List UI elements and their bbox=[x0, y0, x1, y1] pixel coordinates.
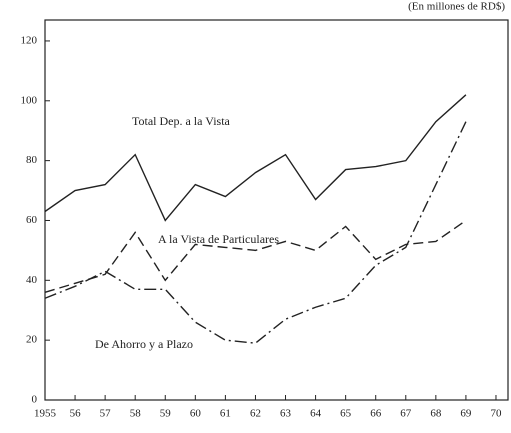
y-tick-label: 120 bbox=[21, 34, 38, 46]
x-tick-label: 65 bbox=[340, 408, 352, 420]
y-tick-label: 100 bbox=[21, 94, 38, 106]
x-tick-label: 69 bbox=[460, 408, 472, 420]
series-line bbox=[44, 219, 467, 293]
y-tick-label: 40 bbox=[26, 274, 38, 286]
x-tick-label: 68 bbox=[430, 408, 442, 420]
x-tick-label: 1955 bbox=[34, 408, 57, 420]
y-tick-label: 20 bbox=[26, 334, 38, 346]
chart-subtitle: (En millones de RD$) bbox=[408, 1, 505, 13]
series-label: De Ahorro y a Plazo bbox=[95, 337, 193, 351]
x-tick-label: 61 bbox=[220, 408, 231, 420]
x-tick-label: 62 bbox=[250, 408, 261, 420]
x-tick-label: 57 bbox=[100, 408, 112, 420]
x-tick-label: 70 bbox=[490, 408, 502, 420]
series-label: Total Dep. a la Vista bbox=[132, 114, 231, 128]
x-tick-label: 66 bbox=[370, 408, 382, 420]
x-tick-label: 60 bbox=[190, 408, 202, 420]
series-line bbox=[44, 121, 467, 344]
y-tick-label: 80 bbox=[26, 154, 38, 166]
x-tick-label: 63 bbox=[280, 408, 292, 420]
plot-frame bbox=[44, 19, 509, 401]
x-tick-label: 64 bbox=[310, 408, 322, 420]
series-line bbox=[44, 94, 467, 222]
x-tick-label: 59 bbox=[160, 408, 172, 420]
x-tick-label: 56 bbox=[70, 408, 82, 420]
x-tick-label: 58 bbox=[130, 408, 142, 420]
y-tick-label: 60 bbox=[26, 214, 38, 226]
x-tick-label: 67 bbox=[400, 408, 412, 420]
series-label: A la Vista de Particulares bbox=[158, 232, 279, 246]
y-tick-label: 0 bbox=[32, 394, 38, 406]
